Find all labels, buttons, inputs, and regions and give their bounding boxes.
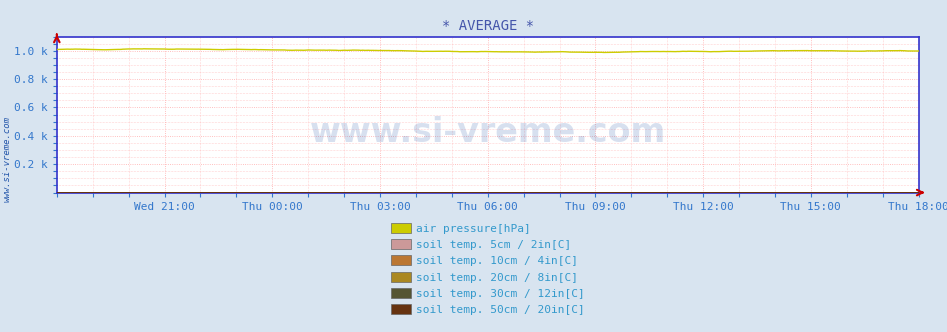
Text: www.si-vreme.com: www.si-vreme.com <box>310 117 666 149</box>
Title: * AVERAGE *: * AVERAGE * <box>441 19 534 33</box>
Text: www.si-vreme.com: www.si-vreme.com <box>3 116 12 203</box>
Legend: air pressure[hPa], soil temp. 5cm / 2in[C], soil temp. 10cm / 4in[C], soil temp.: air pressure[hPa], soil temp. 5cm / 2in[… <box>386 218 589 320</box>
